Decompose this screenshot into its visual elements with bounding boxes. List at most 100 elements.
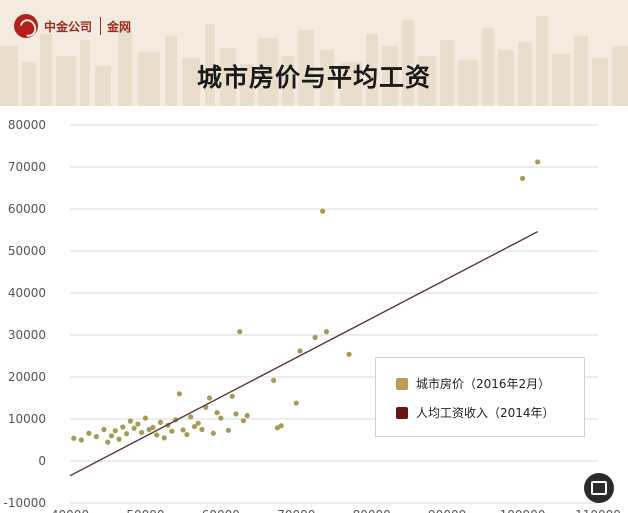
scatter-point [210, 430, 216, 436]
skyline-building [320, 50, 334, 106]
scatter-point [229, 393, 235, 399]
scatter-point [233, 411, 239, 417]
scatter-point [214, 410, 220, 416]
y-tick-label: 20000 [8, 370, 46, 384]
skyline-building [182, 58, 200, 106]
scatter-point [123, 431, 130, 437]
scatter-point [293, 400, 299, 406]
scatter-point [120, 424, 126, 430]
skyline-building [40, 34, 52, 106]
skyline-building [298, 30, 314, 106]
scatter-point [169, 428, 175, 434]
scatter-point [206, 395, 213, 401]
scatter-point [139, 429, 145, 436]
legend-label-wage: 人均工资收入（2014年） [416, 406, 555, 420]
x-tick-label: 60000 [202, 508, 240, 513]
scatter-point [312, 334, 318, 341]
scatter-point [135, 421, 141, 427]
scatter-point [112, 428, 118, 434]
skyline-building [95, 66, 111, 106]
skyline-building [552, 54, 570, 106]
scatter-point [142, 415, 149, 421]
skyline-building [482, 28, 494, 106]
skyline-building [498, 50, 514, 106]
skyline-building [220, 48, 236, 106]
skyline-building [340, 62, 362, 106]
trend-line [69, 231, 538, 477]
skyline-building [165, 36, 177, 106]
x-tick-label: 40000 [51, 508, 89, 513]
scatter-point [323, 329, 330, 335]
scatter-point [157, 419, 164, 425]
legend-swatch-wage [396, 406, 408, 419]
scatter-point [86, 430, 92, 436]
skyline-building [382, 46, 398, 106]
logo-divider [100, 17, 102, 35]
scatter-point [93, 434, 99, 440]
scatter-point [161, 435, 167, 441]
skyline-building [458, 60, 478, 106]
scatter-point [320, 208, 326, 214]
logo: 中金公司 金网 [14, 14, 131, 38]
y-tick-label: 30000 [8, 328, 46, 342]
skyline-building [402, 20, 414, 106]
skyline-building [574, 36, 588, 106]
scatter-point [131, 425, 137, 431]
scatter-point [278, 423, 284, 429]
legend: 城市房价（2016年2月） 人均工资收入（2014年） [375, 357, 585, 437]
sub-brand-name: 金网 [107, 19, 132, 34]
skyline-building [418, 56, 436, 106]
y-tick-label: 60000 [8, 202, 46, 216]
scatter-point [240, 418, 247, 424]
image-view-button[interactable] [584, 473, 614, 503]
scatter-point [535, 159, 541, 165]
y-tick-label: 0 [38, 454, 46, 468]
skyline-building [80, 40, 90, 106]
skyline-building [240, 64, 254, 106]
scatter-point [127, 418, 133, 424]
legend-label-house-price: 城市房价（2016年2月） [416, 377, 551, 391]
skyline-building [205, 24, 215, 106]
scatter-point [184, 431, 190, 438]
legend-item-house-price: 城市房价（2016年2月） [396, 375, 550, 392]
scatter-point [271, 377, 277, 383]
x-tick-label: 90000 [428, 508, 466, 513]
skyline-building [612, 46, 628, 106]
scatter-points [71, 159, 541, 445]
trend-line-group [69, 231, 538, 477]
scatter-point [199, 426, 205, 433]
scatter-point [225, 427, 231, 433]
y-tick-label: 10000 [8, 412, 46, 426]
skyline-building [282, 56, 294, 106]
image-icon [591, 481, 607, 495]
scatter-point [195, 420, 201, 426]
scatter-point [191, 423, 198, 430]
skyline-building [518, 42, 532, 106]
skyline-building [536, 16, 548, 106]
scatter-point [180, 427, 186, 433]
gridlines [70, 124, 598, 504]
x-tick-label: 80000 [353, 508, 391, 513]
brand-name: 中金公司 [44, 19, 93, 34]
skyline-building [366, 34, 378, 106]
skyline-building [22, 62, 36, 106]
scatter-point [346, 351, 352, 357]
legend-item-wage: 人均工资收入（2014年） [396, 404, 555, 421]
skyline-background [0, 16, 628, 106]
scatter-point [71, 435, 77, 441]
skyline-building [56, 56, 76, 106]
y-tick-label: 70000 [8, 160, 46, 174]
scatter-point [244, 413, 250, 419]
scatter-point [150, 424, 156, 430]
y-tick-label: 80000 [8, 118, 46, 132]
x-tick-label: 70000 [277, 508, 315, 513]
skyline-building [0, 46, 18, 106]
scatter-point [188, 414, 194, 420]
scatter-point [154, 432, 160, 438]
scatter-point [78, 437, 84, 443]
y-axis-ticks: 80000 70000 60000 50000 40000 30000 20000 10000… [3, 118, 46, 510]
scatter-point [116, 436, 122, 442]
logo-mark-icon [14, 14, 38, 38]
skyline-building [118, 28, 132, 106]
